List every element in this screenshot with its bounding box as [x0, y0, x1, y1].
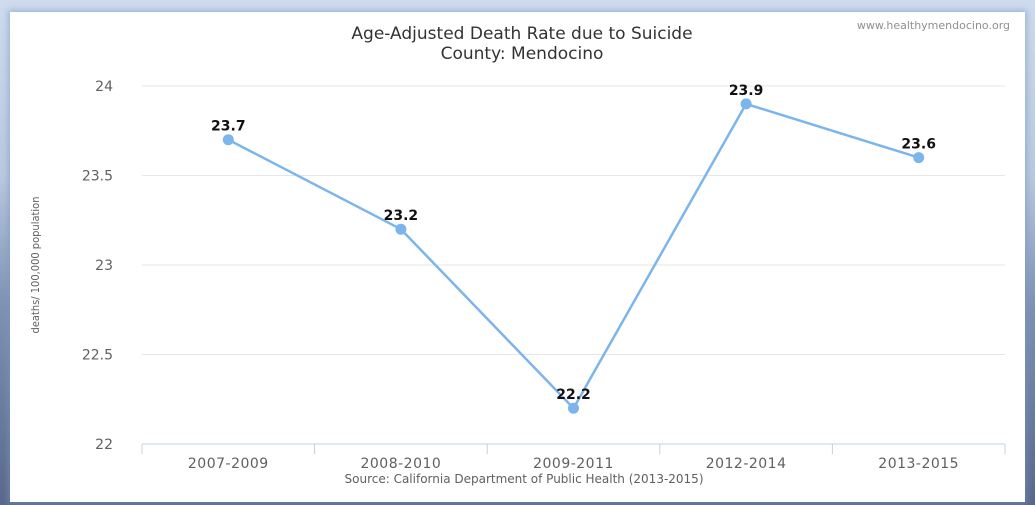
y-tick-label: 22.5: [82, 348, 113, 364]
x-axis: [141, 443, 1006, 454]
x-tick-label: 2012-2014: [706, 456, 787, 472]
data-labels: 23.7 23.2 22.2 23.9 23.6: [211, 83, 936, 403]
y-axis-label: deaths/ 100,000 population: [29, 197, 42, 334]
data-point: [395, 223, 407, 235]
x-tick-label: 2008-2010: [360, 456, 441, 472]
series: [222, 98, 925, 414]
chart-panel: [10, 12, 1025, 502]
y-tick-label: 24: [95, 79, 113, 95]
data-point: [568, 402, 579, 414]
gridlines: [142, 85, 1005, 355]
source-note: Source: California Department of Public …: [345, 472, 704, 486]
x-tick-label: 2009-2011: [533, 456, 614, 472]
data-point: [913, 152, 925, 164]
chart-title: Age-Adjusted Death Rate due to Suicide: [351, 24, 692, 44]
x-tick-label: 2013-2015: [878, 456, 959, 472]
data-label: 23.2: [384, 208, 419, 224]
data-label: 23.9: [729, 83, 764, 99]
y-axis-ticks: 22 22.5 23 23.5 24: [82, 79, 113, 453]
data-point: [222, 134, 234, 146]
x-axis-ticks: 2007-2009 2008-2010 2009-2011 2012-2014 2013…: [188, 456, 959, 472]
y-tick-label: 23.5: [82, 169, 113, 185]
data-point: [740, 98, 752, 110]
chart-subtitle: County: Mendocino: [441, 44, 604, 64]
series-line: [227, 102, 920, 410]
y-tick-label: 23: [95, 258, 113, 274]
y-tick-label: 22: [95, 437, 113, 453]
x-tick-label: 2007-2009: [188, 456, 269, 472]
data-label: 22.2: [556, 387, 591, 403]
data-label: 23.7: [211, 119, 246, 135]
credit-link[interactable]: www.healthymendocino.org: [857, 19, 1010, 32]
data-label: 23.6: [901, 137, 936, 153]
